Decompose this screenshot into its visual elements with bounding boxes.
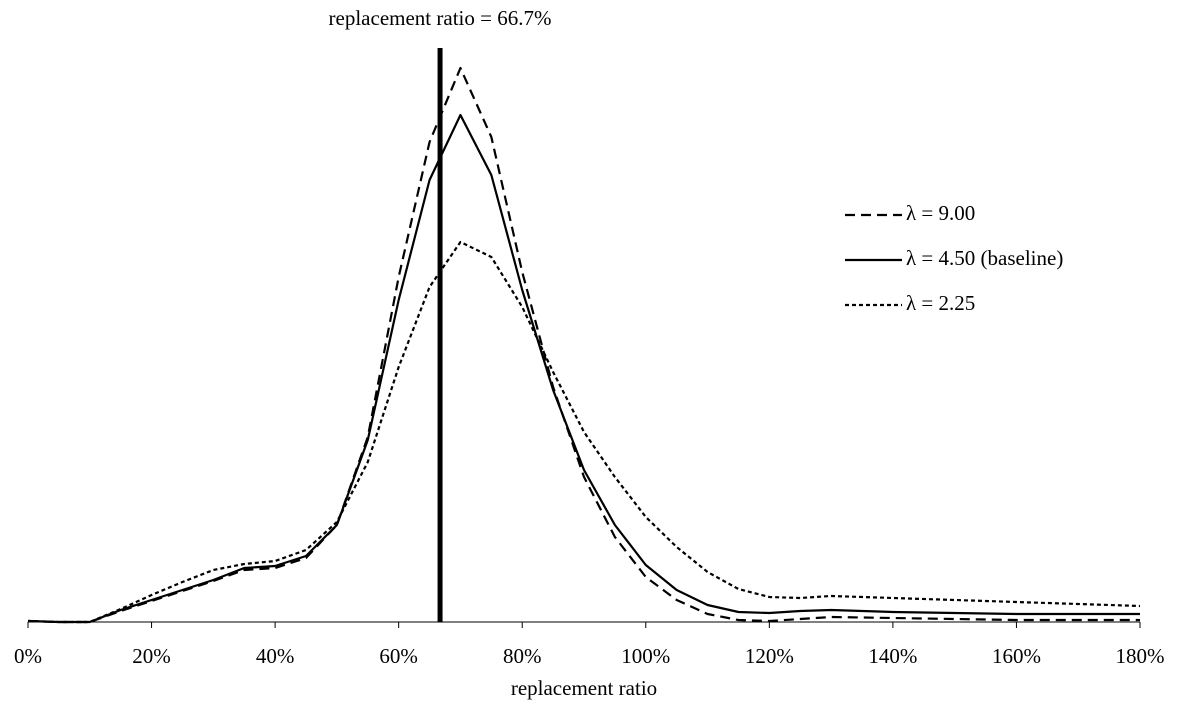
x-tick-label: 40% (256, 644, 295, 668)
legend-label: λ = 2.25 (906, 291, 975, 315)
x-axis-label: replacement ratio (511, 676, 657, 700)
series-line (27, 240, 1141, 624)
chart-title: replacement ratio = 66.7% (329, 6, 552, 30)
legend-label: λ = 4.50 (baseline) (906, 246, 1063, 270)
x-tick-label: 140% (868, 644, 917, 668)
series-line (27, 113, 1140, 624)
x-tick-label: 180% (1116, 644, 1165, 668)
x-tick-label: 160% (992, 644, 1041, 668)
x-tick-label: 60% (379, 644, 418, 668)
series-line (27, 66, 1140, 624)
x-tick-label: 80% (503, 644, 542, 668)
x-tick-label: 100% (621, 644, 670, 668)
legend-label: λ = 9.00 (906, 201, 975, 225)
x-tick-label: 0% (14, 644, 42, 668)
x-tick-label: 120% (745, 644, 794, 668)
x-tick-label: 20% (132, 644, 171, 668)
